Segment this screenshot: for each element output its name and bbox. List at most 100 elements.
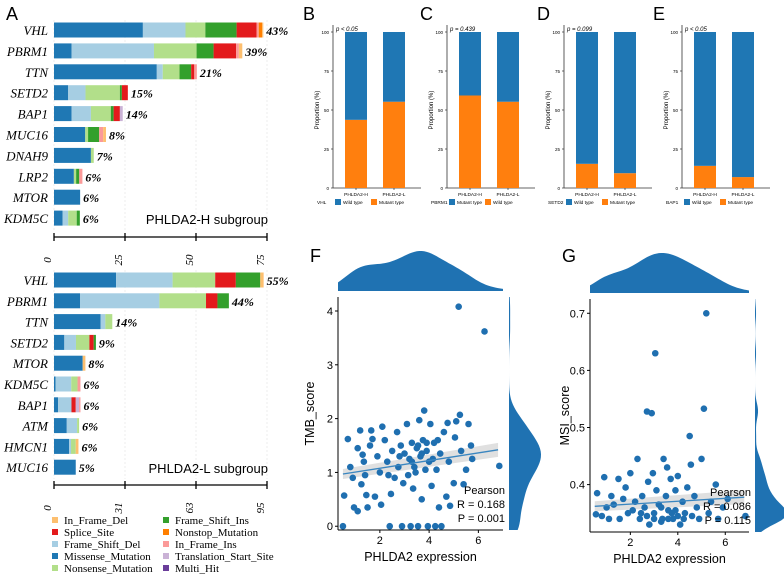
y-tick-label: 0 <box>675 186 678 191</box>
data-point <box>371 493 379 500</box>
data-point <box>393 428 401 436</box>
data-point <box>391 474 398 482</box>
bar-segment-missense_mutation <box>54 64 157 80</box>
bar-segment-frame_shift_ins <box>88 127 100 142</box>
bar-segment-frame_shift_ins <box>235 272 261 288</box>
data-point <box>649 469 657 477</box>
bar-segment-nonsense_mutation <box>153 43 197 59</box>
bar-mutant-type <box>459 32 481 96</box>
y-axis-label: Proportion (%) <box>546 91 552 130</box>
regression-line <box>342 449 499 475</box>
bar-segment-frame_shift_del <box>66 418 78 434</box>
bar-segment-frame_shift_del <box>100 314 106 330</box>
gene-label: KDM5C <box>3 377 48 392</box>
gene-label: BAP1 <box>18 398 48 413</box>
data-point <box>423 439 430 447</box>
bar-segment-nonsense_mutation <box>85 85 120 101</box>
legend-title: SETD2 <box>548 200 564 206</box>
data-point <box>354 444 362 452</box>
data-point <box>462 466 470 474</box>
data-point <box>376 469 384 476</box>
bar-segment-frame_shift_ins <box>196 43 214 59</box>
data-point <box>396 452 403 460</box>
gene-label: VHL <box>23 23 48 38</box>
bar-wild-type <box>576 32 598 164</box>
p-value: p = 0.099 <box>566 27 593 33</box>
panel-label-a: A <box>6 4 18 24</box>
y-tick-label: 50 <box>438 108 444 113</box>
data-point <box>388 447 396 455</box>
percent-label: 21% <box>199 66 222 80</box>
data-point <box>688 512 696 520</box>
bar-segment-missense_mutation <box>54 210 63 226</box>
bar-segment-in_frame_ins <box>79 168 83 184</box>
correlation-p: P = 0.001 <box>458 513 505 525</box>
x-tick-label: 2 <box>377 535 383 547</box>
data-point <box>615 475 622 483</box>
x-axis-label: PHLDA2 expression <box>364 550 477 564</box>
bar-segment-nonsense_mutation <box>73 168 77 184</box>
bar-panel-b: B 0 25 50 75 100 Proportion (%) p < 0.05 PHLDA2-… <box>303 4 421 206</box>
data-point <box>467 442 475 449</box>
data-point <box>660 455 667 463</box>
legend-label: Wild type <box>574 200 594 206</box>
bar-segment-splice_site <box>89 334 94 350</box>
percent-label: 5% <box>79 461 95 475</box>
y-axis-label: Proportion (%) <box>429 91 435 130</box>
y-tick-label: 0.7 <box>570 308 585 320</box>
bar-segment-missense_mutation <box>54 168 74 184</box>
p-value: p = 0.439 <box>449 27 476 33</box>
bar-wild-type <box>732 32 754 178</box>
bar-segment-splice_site <box>113 106 120 122</box>
y-tick-label: 50 <box>555 108 561 113</box>
gene-label: MUC16 <box>5 460 48 475</box>
panel-label-b: B <box>303 4 315 24</box>
y-tick-label: 100 <box>552 30 560 35</box>
legend-swatch <box>163 565 169 571</box>
gene-label: PBRM1 <box>6 44 48 59</box>
y-axis-label: Proportion (%) <box>315 91 321 130</box>
data-point <box>672 487 679 494</box>
bar-segment-frame_shift_del <box>71 106 91 122</box>
bar-segment-translation_start_site <box>119 106 123 122</box>
bar-segment-nonsense_mutation <box>159 293 207 309</box>
bar-segment-splice_site <box>121 85 128 101</box>
bar-segment-frame_shift_ins <box>119 85 122 101</box>
bar-segment-frame_shift_del <box>142 22 186 38</box>
data-point <box>409 485 417 492</box>
data-point <box>399 479 407 487</box>
data-point <box>429 455 437 463</box>
data-point <box>676 521 684 528</box>
data-point <box>629 506 637 514</box>
bar-mutant-type <box>497 32 519 102</box>
y-tick-label: 75 <box>673 69 679 74</box>
data-point <box>651 349 659 357</box>
bar-segment-frame_shift_ins <box>76 210 80 226</box>
data-point <box>404 471 412 479</box>
data-point <box>361 471 369 479</box>
legend-label: Multi_Hit <box>175 563 219 575</box>
gene-label: ATM <box>21 419 49 434</box>
gene-label: KDM5C <box>3 211 48 226</box>
bar-mutant-type <box>576 163 598 188</box>
panel-a: A VHL 43% PBRM1 39% TTN 21% SETD2 15% BAP1 14% MUC1… <box>3 4 289 575</box>
data-point <box>387 490 395 498</box>
gene-label: DNAH9 <box>5 148 48 163</box>
data-point <box>356 427 364 434</box>
y-tick-label: 0.6 <box>570 365 585 377</box>
bar-segment-frame_shift_del <box>64 334 76 350</box>
data-point <box>435 504 443 511</box>
correlation-r: R = 0.086 <box>703 501 751 513</box>
legend-swatch <box>163 553 169 559</box>
data-point <box>456 411 464 419</box>
legend-label: In_Frame_Ins <box>175 539 237 551</box>
data-point <box>423 447 430 455</box>
panels-b-e: B 0 25 50 75 100 Proportion (%) p < 0.05 PHLDA2-… <box>303 4 770 206</box>
data-point <box>687 461 695 468</box>
data-point <box>653 487 660 494</box>
data-point <box>712 481 720 488</box>
bar-segment-in_frame_ins <box>99 127 104 142</box>
data-point <box>364 504 371 511</box>
y-tick-label: 0 <box>557 186 560 191</box>
y-tick-label: 25 <box>555 147 561 152</box>
